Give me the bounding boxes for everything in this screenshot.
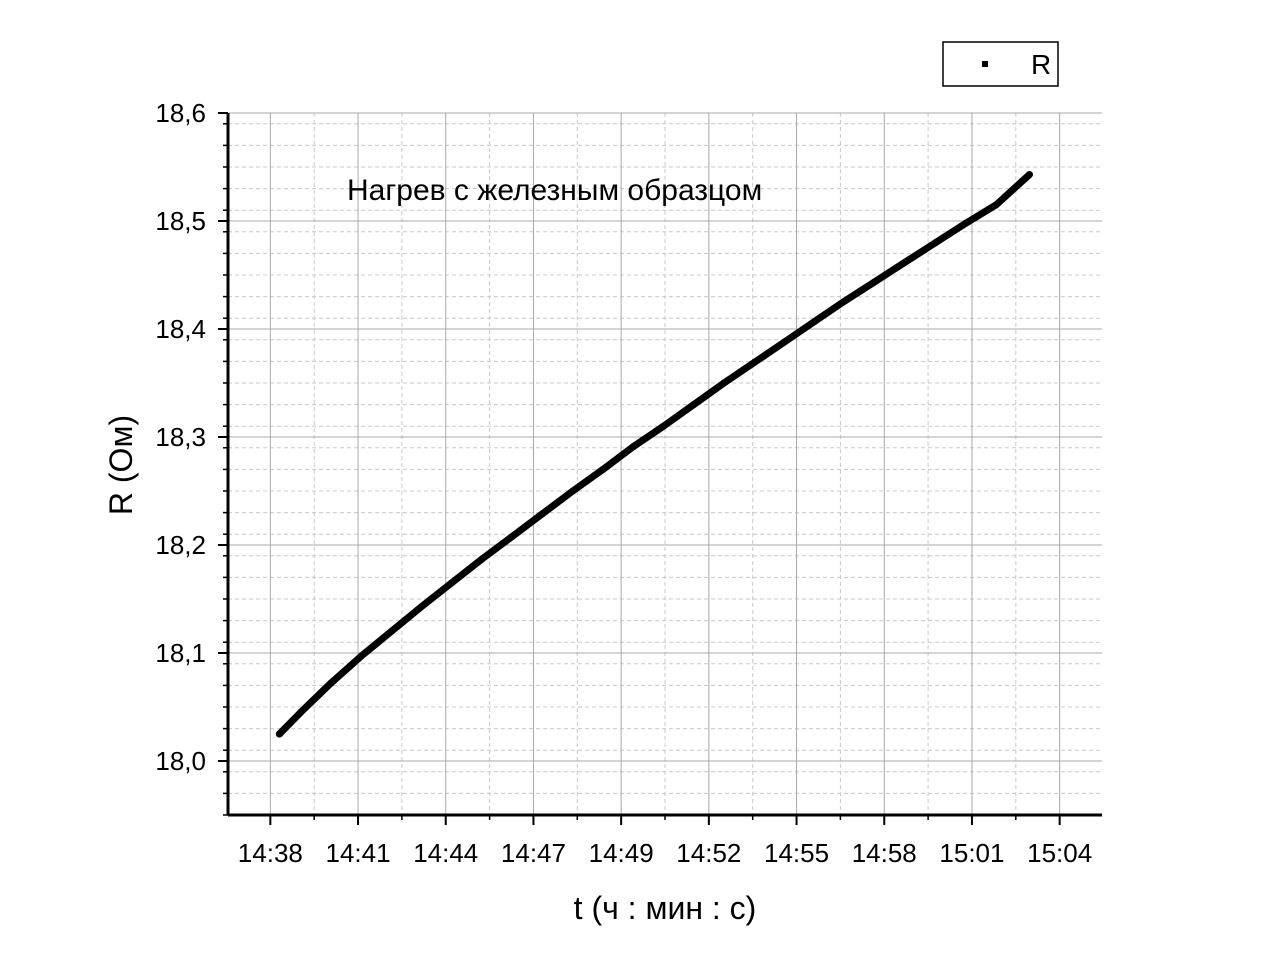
legend-marker bbox=[982, 61, 988, 67]
x-tick-label: 14:47 bbox=[501, 838, 566, 868]
x-tick-label: 14:52 bbox=[676, 838, 741, 868]
data-point bbox=[629, 443, 637, 451]
data-point bbox=[720, 379, 728, 387]
data-point bbox=[811, 317, 819, 325]
y-tick-label: 18,4 bbox=[155, 314, 206, 344]
x-tick-label: 14:41 bbox=[326, 838, 391, 868]
data-point bbox=[448, 579, 456, 587]
data-point bbox=[780, 338, 788, 346]
data-point bbox=[841, 297, 849, 305]
data-point bbox=[599, 465, 607, 473]
data-point bbox=[478, 555, 486, 563]
data-point bbox=[297, 708, 305, 716]
x-tick-label: 14:58 bbox=[852, 838, 917, 868]
data-point bbox=[901, 258, 909, 266]
y-tick-label: 18,1 bbox=[155, 638, 206, 668]
series-line-R bbox=[275, 171, 1033, 738]
legend-label: R bbox=[1031, 49, 1051, 80]
y-tick-label: 18,0 bbox=[155, 746, 206, 776]
x-axis-title: t (ч : мин : с) bbox=[574, 890, 757, 926]
grid bbox=[228, 112, 1102, 816]
series-layer bbox=[275, 171, 1033, 738]
data-point bbox=[871, 277, 879, 285]
data-point bbox=[659, 422, 667, 430]
x-tick-label: 14:38 bbox=[238, 838, 303, 868]
data-point bbox=[569, 487, 577, 495]
data-point bbox=[508, 532, 516, 540]
data-point bbox=[387, 627, 395, 635]
x-tick-label: 15:01 bbox=[939, 838, 1004, 868]
data-point bbox=[418, 603, 426, 611]
data-point bbox=[275, 730, 283, 738]
x-tick-label: 14:44 bbox=[413, 838, 478, 868]
y-tick-label: 18,6 bbox=[155, 98, 206, 128]
data-point bbox=[992, 201, 1000, 209]
y-tick-label: 18,3 bbox=[155, 422, 206, 452]
y-axis-title: R (Ом) bbox=[103, 415, 139, 515]
x-tick-label: 15:04 bbox=[1027, 838, 1092, 868]
legend-box bbox=[942, 41, 1059, 87]
data-point bbox=[690, 401, 698, 409]
data-point bbox=[932, 239, 940, 247]
y-tick-label: 18,5 bbox=[155, 206, 206, 236]
data-point bbox=[1025, 171, 1033, 179]
data-point bbox=[962, 219, 970, 227]
x-tick-label: 14:49 bbox=[589, 838, 654, 868]
chart-annotation: Нагрев с железным образцом bbox=[347, 174, 762, 207]
data-point bbox=[750, 358, 758, 366]
x-tick-label: 14:55 bbox=[764, 838, 829, 868]
data-point bbox=[357, 652, 365, 660]
data-point bbox=[327, 679, 335, 687]
axes: 18,0 18,1 18,2 18,3 18,4 18,5 18,6 14:38 14:41 14… bbox=[155, 98, 1102, 868]
legend: R bbox=[942, 41, 1059, 87]
y-tick-label: 18,2 bbox=[155, 530, 206, 560]
data-point bbox=[539, 510, 547, 518]
